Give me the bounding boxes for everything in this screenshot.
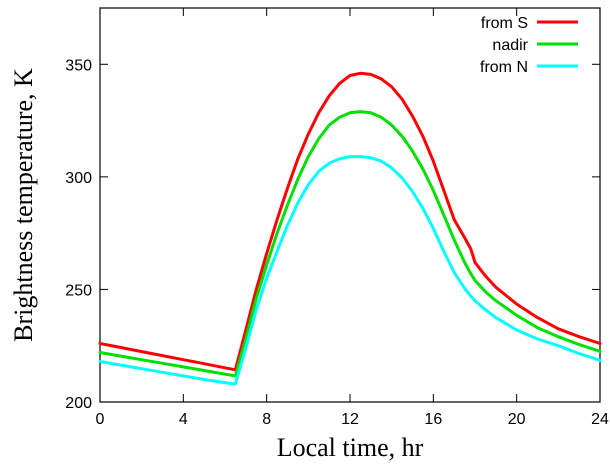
axis-ticks — [99, 8, 601, 403]
series-lines — [98, 71, 602, 386]
x-tick-label: 24 — [591, 411, 609, 428]
x-tick-label: 8 — [262, 411, 271, 428]
x-tick-label: 0 — [96, 411, 105, 428]
x-tick-label: 16 — [424, 411, 442, 428]
y-tick-label: 200 — [65, 395, 92, 412]
x-axis-title: Local time, hr — [277, 433, 424, 462]
y-tick-label: 300 — [65, 170, 92, 187]
y-tick-labels: 200 250 300 350 — [65, 57, 92, 412]
legend-label: from S — [481, 15, 528, 32]
y-tick-label: 350 — [65, 57, 92, 74]
x-tick-label: 20 — [508, 411, 526, 428]
legend-label: nadir — [492, 37, 528, 54]
y-tick-label: 250 — [65, 282, 92, 299]
legend: from S nadir from N — [480, 15, 578, 76]
y-axis-title: Brightness temperature, K — [9, 68, 38, 342]
series-line-1 — [98, 71, 602, 372]
series-line-2 — [98, 110, 602, 378]
x-tick-label: 12 — [341, 411, 359, 428]
series-line-3 — [98, 155, 602, 386]
x-tick-label: 4 — [179, 411, 188, 428]
x-tick-labels: 0 4 8 12 16 20 24 — [96, 411, 609, 428]
legend-label: from N — [480, 59, 528, 76]
